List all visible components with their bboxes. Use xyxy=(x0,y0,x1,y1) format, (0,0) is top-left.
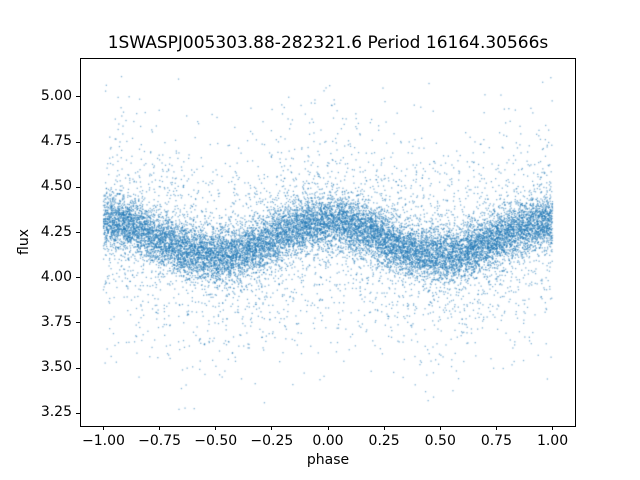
y-tick-mark xyxy=(76,367,80,369)
y-tick-label: 3.25 xyxy=(40,404,72,421)
x-tick-label: −0.25 xyxy=(250,433,294,449)
y-tick-label: 4.75 xyxy=(40,133,72,150)
x-tick-label: −1.00 xyxy=(82,433,125,449)
x-tick-mark xyxy=(383,426,385,430)
x-tick-label: −0.75 xyxy=(138,433,182,449)
y-tick-mark xyxy=(76,322,80,324)
y-tick-mark xyxy=(76,277,80,279)
y-tick-label: 3.75 xyxy=(40,313,72,330)
y-tick-mark xyxy=(76,186,80,188)
x-tick-label: −0.50 xyxy=(194,433,238,449)
x-tick-label: 0.00 xyxy=(312,433,344,449)
x-tick-mark xyxy=(439,426,441,430)
y-tick-label: 4.50 xyxy=(40,178,72,195)
x-tick-mark xyxy=(102,426,104,430)
y-tick-label: 3.50 xyxy=(40,359,72,376)
plot-area xyxy=(80,58,576,427)
y-tick-label: 4.25 xyxy=(40,223,72,240)
x-axis-label: phase xyxy=(306,452,350,468)
x-tick-mark xyxy=(215,426,217,430)
x-tick-label: 0.25 xyxy=(368,433,400,449)
x-tick-mark xyxy=(552,426,554,430)
x-tick-mark xyxy=(495,426,497,430)
x-tick-mark xyxy=(327,426,329,430)
x-tick-label: 0.50 xyxy=(424,433,456,449)
y-tick-mark xyxy=(76,412,80,414)
chart-title: 1SWASPJ005303.88-282321.6 Period 16164.3… xyxy=(107,33,549,53)
y-tick-mark xyxy=(76,141,80,143)
y-tick-mark xyxy=(76,96,80,98)
y-tick-label: 5.00 xyxy=(40,87,72,104)
x-tick-label: 1.00 xyxy=(536,433,569,449)
y-tick-label: 4.00 xyxy=(40,268,72,285)
scatter-canvas xyxy=(81,59,575,426)
x-tick-label: 0.75 xyxy=(480,433,512,449)
x-tick-mark xyxy=(271,426,273,430)
y-tick-mark xyxy=(76,232,80,234)
x-tick-mark xyxy=(159,426,161,430)
